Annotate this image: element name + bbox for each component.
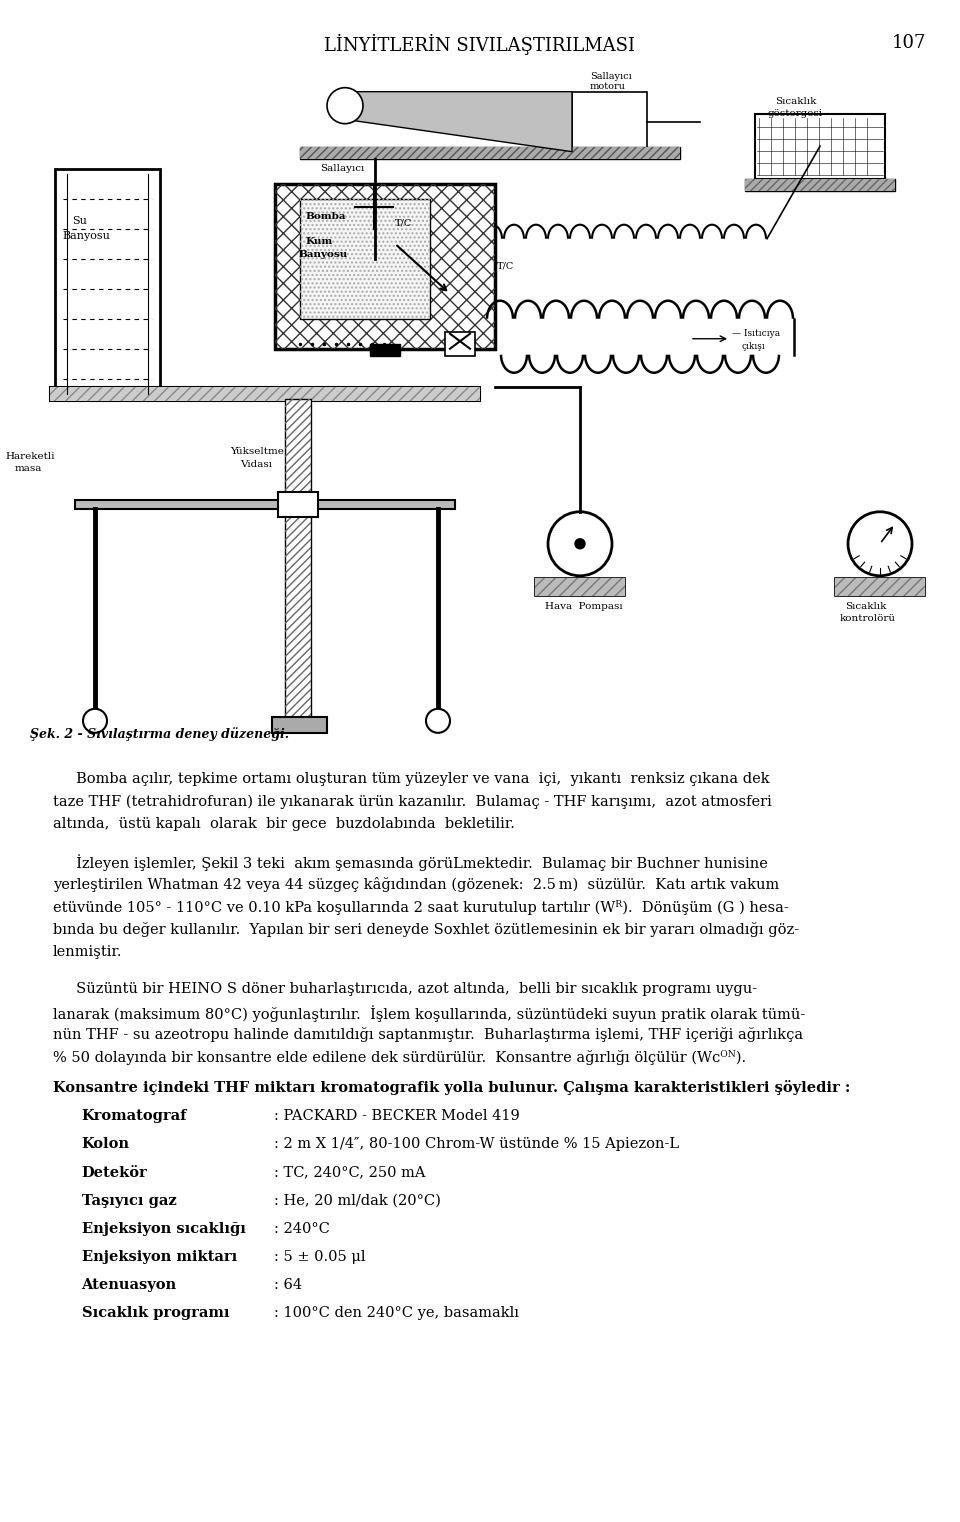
Text: İzleyen işlemler, Şekil 3 teki  akım şemasında görüLmektedir.  Bulamaç bir Buchn: İzleyen işlemler, Şekil 3 teki akım şema… — [53, 854, 768, 871]
Bar — [572, 91, 647, 152]
Text: Sıcaklık: Sıcaklık — [775, 97, 816, 105]
Text: yerleştirilen Whatman 42 veya 44 süzgeç kâğıdından (gözenek:  2.5 m)  süzülür.  : yerleştirilen Whatman 42 veya 44 süzgeç … — [53, 877, 780, 892]
Bar — [535, 578, 625, 595]
Text: : He, 20 ml/dak (20°C): : He, 20 ml/dak (20°C) — [274, 1193, 441, 1208]
Text: nün THF - su azeotropu halinde damıtıldığı saptanmıştır.  Buharlaştırma işlemi, : nün THF - su azeotropu halinde damıtıldı… — [53, 1027, 803, 1043]
Text: : 64: : 64 — [274, 1278, 301, 1292]
Text: Taşıyıcı gaz: Taşıyıcı gaz — [82, 1193, 177, 1208]
Text: : 2 m X 1/4″, 80-100 Chrom-W üstünde % 15 Apiezon-L: : 2 m X 1/4″, 80-100 Chrom-W üstünde % 1… — [274, 1137, 679, 1152]
Text: Detekör: Detekör — [82, 1166, 147, 1180]
Text: Sıcaklık: Sıcaklık — [845, 601, 886, 610]
Circle shape — [327, 88, 363, 123]
Bar — [55, 169, 160, 399]
Bar — [745, 178, 895, 190]
Bar — [370, 344, 400, 356]
Bar — [285, 399, 311, 718]
Text: Kum: Kum — [305, 237, 332, 245]
Text: Bomba: Bomba — [305, 212, 346, 221]
Text: bında bu değer kullanılır.  Yapılan bir seri deneyde Soxhlet özütlemesinin ek bi: bında bu değer kullanılır. Yapılan bir s… — [53, 922, 799, 938]
Text: Enjeksiyon miktarı: Enjeksiyon miktarı — [82, 1250, 237, 1265]
Text: kontrolörü: kontrolörü — [840, 613, 896, 622]
Text: Süzüntü bir HEINO S döner buharlaştırıcıda, azot altında,  belli bir sıcaklık pr: Süzüntü bir HEINO S döner buharlaştırıcı… — [53, 982, 756, 997]
Text: : 240°C: : 240°C — [274, 1222, 329, 1236]
Text: taze THF (tetrahidrofuran) ile yıkanarak ürün kazanılır.  Bulamaç - THF karışımı: taze THF (tetrahidrofuran) ile yıkanarak… — [53, 794, 772, 808]
Text: Kolon: Kolon — [82, 1137, 130, 1152]
Text: lanarak (maksimum 80°C) yoğunlaştırılır.  İşlem koşullarında, süzüntüdeki suyun : lanarak (maksimum 80°C) yoğunlaştırılır.… — [53, 1005, 805, 1021]
Text: LİNYİTLERİN SIVILAŞTIRILMASI: LİNYİTLERİN SIVILAŞTIRILMASI — [324, 33, 636, 55]
Text: Kromatograf: Kromatograf — [82, 1110, 187, 1123]
Bar — [272, 717, 327, 732]
Text: çıkışı: çıkışı — [742, 342, 766, 350]
Bar — [50, 387, 480, 400]
Text: altında,  üstü kapalı  olarak  bir gece  buzdolabında  bekletilir.: altında, üstü kapalı olarak bir gece buz… — [53, 817, 515, 831]
Bar — [835, 578, 925, 595]
Text: Bomba açılır, tepkime ortamı oluşturan tüm yüzeyler ve vana  içi,  yıkantı  renk: Bomba açılır, tepkime ortamı oluşturan t… — [53, 772, 769, 785]
Text: : TC, 240°C, 250 mA: : TC, 240°C, 250 mA — [274, 1166, 425, 1180]
Text: : 100°C den 240°C ye, basamaklı: : 100°C den 240°C ye, basamaklı — [274, 1306, 518, 1321]
Polygon shape — [340, 91, 572, 152]
Bar — [275, 184, 495, 349]
Text: Hareketli: Hareketli — [5, 452, 55, 461]
Bar — [75, 499, 455, 508]
Text: : PACKARD - BECKER Model 419: : PACKARD - BECKER Model 419 — [274, 1110, 519, 1123]
Text: T/C: T/C — [497, 262, 515, 271]
Text: Konsantre içindeki THF miktarı kromatografik yolla bulunur. Çalışma karakteristi: Konsantre içindeki THF miktarı kromatogr… — [53, 1081, 851, 1094]
Text: T/C: T/C — [395, 219, 412, 228]
Text: Sıcaklık programı: Sıcaklık programı — [82, 1306, 229, 1321]
Text: lenmiştir.: lenmiştir. — [53, 945, 122, 959]
Text: Yükseltme: Yükseltme — [230, 447, 284, 455]
Text: 107: 107 — [892, 33, 926, 52]
Text: Atenuasyon: Atenuasyon — [82, 1278, 177, 1292]
Circle shape — [426, 709, 450, 732]
Circle shape — [83, 709, 107, 732]
Bar — [360, 224, 388, 289]
Text: Banyosu: Banyosu — [298, 250, 348, 259]
Text: masa: masa — [15, 464, 42, 473]
Text: Sallayıcı: Sallayıcı — [320, 164, 364, 172]
Text: : 5 ± 0.05 μl: : 5 ± 0.05 μl — [274, 1250, 365, 1265]
Bar — [300, 199, 430, 318]
Circle shape — [575, 539, 585, 549]
Bar — [50, 387, 480, 400]
Bar — [275, 184, 495, 349]
Text: Banyosu: Banyosu — [62, 231, 109, 240]
Text: Vidası: Vidası — [240, 460, 272, 469]
Bar — [445, 332, 475, 356]
Bar — [535, 578, 625, 595]
Bar — [355, 184, 393, 228]
Text: Su: Su — [72, 216, 86, 225]
Bar — [300, 199, 430, 318]
Bar — [300, 146, 680, 158]
Bar — [745, 178, 895, 190]
Circle shape — [848, 511, 912, 575]
Bar — [835, 578, 925, 595]
Text: Enjeksiyon sıcaklığı: Enjeksiyon sıcaklığı — [82, 1222, 246, 1236]
Text: Şek. 2 - Sıvılaştırma deney düzeneği.: Şek. 2 - Sıvılaştırma deney düzeneği. — [30, 728, 289, 741]
Text: Sallayıcı: Sallayıcı — [590, 72, 632, 81]
Text: göstergesi: göstergesi — [768, 108, 823, 117]
Text: motoru: motoru — [590, 82, 626, 91]
Text: etüvünde 105° - 110°C ve 0.10 kPa koşullarında 2 saat kurutulup tartılır (Wᴿ).  : etüvünde 105° - 110°C ve 0.10 kPa koşull… — [53, 900, 788, 915]
Bar — [278, 492, 318, 517]
Bar — [300, 146, 680, 158]
Bar — [755, 114, 885, 178]
Text: — Isıtıcıya: — Isıtıcıya — [732, 329, 780, 338]
Bar — [285, 399, 311, 718]
Text: % 50 dolayında bir konsantre elde edilene dek sürdürülür.  Konsantre ağırlığı öl: % 50 dolayında bir konsantre elde edilen… — [53, 1050, 746, 1065]
Circle shape — [548, 511, 612, 575]
Text: Hava  Pompası: Hava Pompası — [545, 601, 623, 610]
